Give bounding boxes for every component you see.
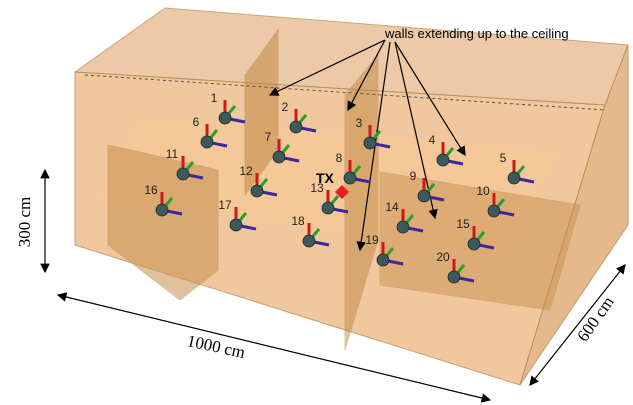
- node-label: 3: [356, 116, 363, 130]
- node-label: 4: [429, 133, 436, 147]
- node-label: 14: [385, 200, 399, 214]
- width-label: 600 cm: [573, 293, 618, 345]
- receiver: [303, 235, 315, 247]
- node-label: 18: [291, 214, 305, 228]
- node-label: 20: [436, 250, 450, 264]
- receiver: [156, 204, 168, 216]
- node-label: 8: [336, 151, 343, 165]
- receiver: [397, 221, 409, 233]
- page: {"annotation": "walls extending up to th…: [0, 0, 633, 405]
- receiver: [177, 168, 189, 180]
- receiver: [219, 112, 231, 124]
- length-label: 1000 cm: [185, 331, 247, 362]
- room-diagram: walls extending up to the ceiling 300 cm…: [0, 0, 633, 405]
- node-label: 10: [476, 184, 490, 198]
- receiver: [448, 271, 460, 283]
- receiver: [273, 151, 285, 163]
- node-label: 13: [310, 181, 324, 195]
- room: [75, 8, 628, 385]
- receiver: [508, 172, 520, 184]
- annotation: walls extending up to the ceiling: [384, 26, 569, 41]
- node-label: 9: [410, 169, 417, 183]
- receiver: [437, 154, 449, 166]
- node-label: 7: [265, 130, 272, 144]
- receiver: [418, 190, 430, 202]
- receiver: [377, 254, 389, 266]
- node-label: 5: [500, 151, 507, 165]
- height-label: 300 cm: [15, 197, 34, 248]
- receiver: [364, 137, 376, 149]
- receiver: [290, 121, 302, 133]
- node-label: 15: [456, 217, 470, 231]
- receiver: [322, 202, 334, 214]
- node-label: 19: [365, 233, 379, 247]
- node-label: 6: [193, 115, 200, 129]
- node-label: 17: [218, 198, 232, 212]
- receiver: [344, 172, 356, 184]
- receiver: [230, 219, 242, 231]
- node-label: 1: [211, 91, 218, 105]
- receiver: [488, 205, 500, 217]
- node-label: 2: [282, 100, 289, 114]
- receiver: [201, 136, 213, 148]
- receiver: [251, 185, 263, 197]
- node-label: 16: [144, 183, 158, 197]
- node-label: 11: [166, 147, 179, 161]
- node-label: 12: [239, 164, 253, 178]
- receiver: [468, 238, 480, 250]
